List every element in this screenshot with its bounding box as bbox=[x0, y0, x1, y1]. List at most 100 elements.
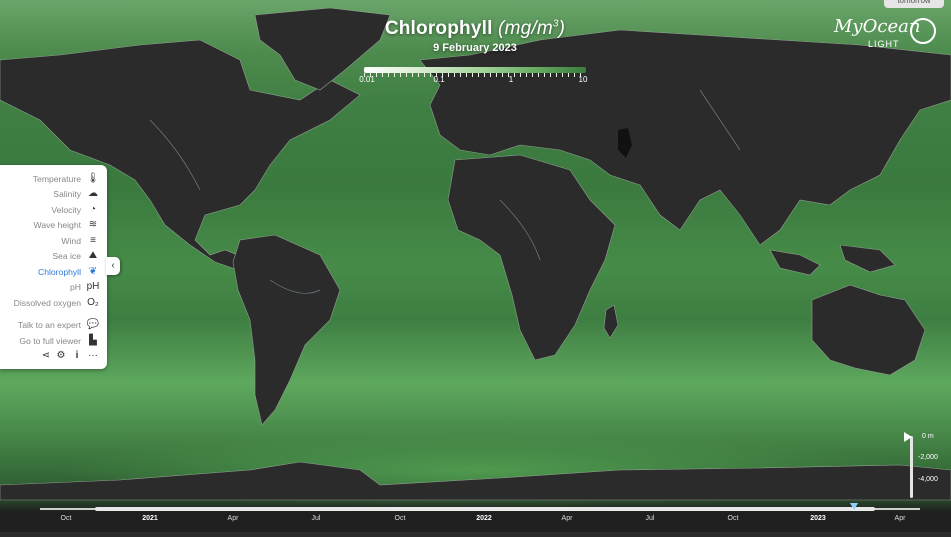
timeline-month-label: Oct bbox=[394, 515, 406, 522]
timeline-month-label: Apr bbox=[227, 515, 239, 522]
timeline-year-label: 2021 bbox=[142, 515, 158, 522]
scale-tick bbox=[370, 73, 371, 77]
scale-tick bbox=[466, 73, 467, 77]
menu-item-velocity[interactable]: Velocity ◔ bbox=[0, 203, 107, 218]
layer-title-block: Chlorophyll (mg/m3) 9 February 2023 bbox=[350, 18, 600, 54]
depth-label: 0 m bbox=[922, 433, 934, 440]
scale-tick bbox=[400, 73, 401, 77]
scale-tick bbox=[364, 73, 365, 77]
color-scale-bar bbox=[364, 67, 586, 73]
timeline[interactable]: Oct 2021 Apr Jul Oct 2022 Apr Jul Oct 2023 Apr bbox=[0, 500, 951, 532]
title-unit: (mg/m3) bbox=[498, 18, 566, 39]
logo-subtext: LIGHT bbox=[868, 39, 900, 49]
menu-item-wind[interactable]: Wind ≡ bbox=[0, 234, 107, 249]
sidebar-toolbar: ⋖ ⚙ i ··· bbox=[40, 350, 100, 364]
scale-tick bbox=[376, 73, 377, 77]
scale-tick bbox=[394, 73, 395, 77]
timeline-year-label: 2022 bbox=[476, 515, 492, 522]
scale-tick bbox=[538, 73, 539, 77]
scale-tick bbox=[550, 73, 551, 77]
menu-item-label: Wind bbox=[61, 236, 81, 246]
menu-item-label: pH bbox=[70, 282, 81, 292]
menu-item-salinity[interactable]: Salinity ☁ bbox=[0, 187, 107, 202]
scale-tick bbox=[454, 73, 455, 77]
settings-icon[interactable]: ⚙ bbox=[56, 350, 66, 361]
scale-tick bbox=[430, 73, 431, 77]
scale-label: 10 bbox=[578, 75, 588, 84]
scale-tick bbox=[580, 73, 581, 77]
timeline-month-label: Jul bbox=[311, 515, 321, 522]
menu-item-label: Velocity bbox=[51, 205, 81, 215]
layer-title: Chlorophyll (mg/m3) bbox=[350, 18, 600, 40]
menu-item-ph[interactable]: pH pH bbox=[0, 280, 107, 295]
scale-tick bbox=[442, 73, 443, 77]
menu-item-dissolved-oxygen[interactable]: Dissolved oxygen O₂ bbox=[0, 296, 107, 311]
scale-tick bbox=[532, 73, 533, 77]
depth-slider[interactable]: 0 m -2,000 -4,000 bbox=[904, 432, 950, 502]
chlorophyll-icon: ❦ bbox=[88, 266, 98, 277]
timeline-month-label: Oct bbox=[727, 515, 739, 522]
more-icon[interactable]: ··· bbox=[88, 350, 98, 361]
scale-tick bbox=[448, 73, 449, 77]
scale-tick bbox=[508, 73, 509, 77]
share-icon[interactable]: ⋖ bbox=[41, 350, 51, 361]
timeline-month-label: Oct bbox=[60, 515, 72, 522]
menu-item-label: Chlorophyll bbox=[38, 267, 81, 277]
current-date: 9 February 2023 bbox=[433, 42, 517, 54]
wind-icon: ≡ bbox=[90, 235, 96, 246]
viewer-icon: ▙ bbox=[89, 335, 97, 346]
chat-icon: 💬 bbox=[86, 319, 100, 330]
scale-tick bbox=[574, 73, 575, 77]
sea-ice-icon: ⛰ bbox=[88, 250, 98, 261]
title-text: Chlorophyll bbox=[384, 18, 493, 39]
scale-tick bbox=[490, 73, 491, 77]
scale-tick bbox=[502, 73, 503, 77]
menu-item-sea-ice[interactable]: Sea ice ⛰ bbox=[0, 249, 107, 264]
depth-label: -4,000 bbox=[918, 476, 938, 483]
timeline-month-label: Jul bbox=[645, 515, 655, 522]
scale-tick bbox=[388, 73, 389, 77]
scale-tick bbox=[424, 73, 425, 77]
salinity-icon: ☁ bbox=[88, 188, 98, 199]
timeline-range[interactable] bbox=[95, 507, 875, 511]
menu-item-chlorophyll[interactable]: Chlorophyll ❦ bbox=[0, 265, 107, 280]
scale-tick bbox=[520, 73, 521, 77]
menu-item-label: Sea ice bbox=[52, 251, 81, 261]
scale-tick bbox=[544, 73, 545, 77]
scale-tick bbox=[526, 73, 527, 77]
ph-icon: pH bbox=[86, 281, 100, 292]
logo-eye-icon bbox=[910, 18, 936, 44]
info-icon[interactable]: i bbox=[75, 350, 79, 361]
scale-label: 1 bbox=[508, 75, 514, 84]
tomorrow-tab[interactable]: tomorrow bbox=[884, 0, 944, 8]
thermometer-icon: 🌡 bbox=[86, 173, 100, 184]
wave-icon: ≋ bbox=[88, 219, 98, 230]
menu-item-label: Temperature bbox=[32, 174, 81, 184]
menu-item-label: Salinity bbox=[53, 189, 81, 199]
timeline-year-label: 2023 bbox=[810, 515, 826, 522]
depth-label: -2,000 bbox=[918, 454, 938, 461]
depth-handle[interactable] bbox=[904, 432, 912, 442]
scale-tick bbox=[514, 73, 515, 77]
myocean-logo[interactable]: MyOcean LIGHT bbox=[834, 16, 936, 49]
menu-item-label: Go to full viewer bbox=[19, 336, 81, 346]
scale-label: 0.01 bbox=[359, 75, 375, 84]
collapse-sidebar-button[interactable]: ‹ bbox=[106, 257, 120, 275]
depth-track[interactable] bbox=[910, 436, 913, 498]
scale-tick bbox=[412, 73, 413, 77]
menu-item-wave-height[interactable]: Wave height ≋ bbox=[0, 218, 107, 233]
scale-tick bbox=[496, 73, 497, 77]
scale-tick bbox=[556, 73, 557, 77]
timeline-handle[interactable] bbox=[850, 503, 858, 510]
menu-item-go-to-full-viewer[interactable]: Go to full viewer ▙ bbox=[0, 334, 107, 349]
layer-sidebar: Temperature 🌡 Salinity ☁ Velocity ◔ Wave heigh… bbox=[0, 165, 107, 369]
logo-text: MyOcean bbox=[834, 16, 921, 37]
menu-item-temperature[interactable]: Temperature 🌡 bbox=[0, 172, 107, 187]
menu-item-talk-to-an-expert[interactable]: Talk to an expert 💬 bbox=[0, 318, 107, 333]
menu-item-label: Dissolved oxygen bbox=[13, 298, 81, 308]
scale-tick bbox=[418, 73, 419, 77]
scale-tick bbox=[460, 73, 461, 77]
gauge-icon: ◔ bbox=[89, 204, 97, 215]
